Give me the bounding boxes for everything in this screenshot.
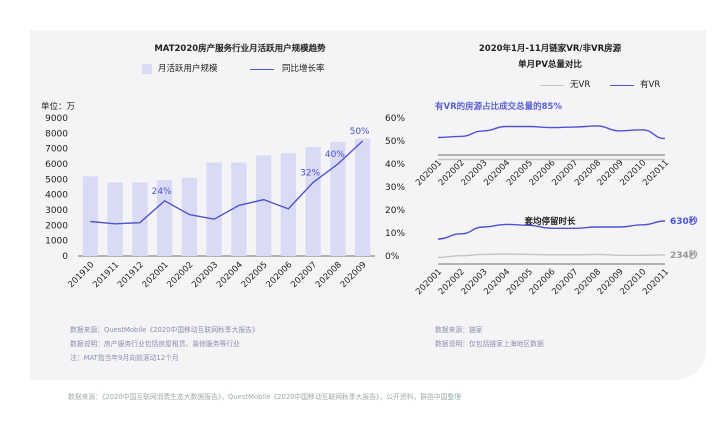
left-note-3: 注：MAT指当年9月向前滚动12个月	[70, 354, 179, 362]
charts-svg: 0 1000 2000 3000 4000 5000 6000 7000 8000 9000 0% 1…	[45, 114, 698, 297]
legend-line-label: 同比增长率	[282, 64, 325, 74]
left-chart: 0 1000 2000 3000 4000 5000 6000 7000 8000 9000 0% 1…	[45, 114, 405, 290]
growth-data-label: 50%	[350, 127, 370, 137]
novr-line	[437, 253, 666, 259]
mau-bar	[82, 176, 99, 256]
x-tick-label: 202002	[165, 260, 195, 290]
x-tick-label: 202009	[339, 260, 369, 290]
left-y-tick: 2000	[45, 221, 68, 231]
left-note-1: 数据来源：QuestMobile《2020中国移动互联网秋季大报告》	[70, 326, 259, 334]
mau-bar	[255, 155, 272, 256]
left-y-tick: 3000	[45, 206, 68, 216]
growth-rate-line	[90, 140, 364, 225]
card-panel: MAT2020房产服务行业月活跃用户规模趋势 月活跃用户规模 同比增长率 单位：…	[30, 30, 706, 380]
left-y-tick: 4000	[45, 191, 68, 201]
left-y-tick: 5000	[45, 175, 68, 185]
mau-bar	[280, 153, 297, 256]
x-tick-label: 202003	[190, 260, 220, 290]
legend-vr-label: 有VR	[640, 80, 661, 90]
right-y-tick: 30%	[385, 183, 405, 193]
legend-line-swatch	[250, 69, 274, 70]
left-y-tick: 9000	[45, 114, 68, 124]
left-y-tick: 8000	[45, 129, 68, 139]
mau-bar	[231, 162, 247, 256]
right-y-tick: 40%	[385, 160, 405, 170]
dwell-chart: 2020012020022020032020042020052020062020…	[414, 215, 698, 297]
left-y-tick: 0	[62, 252, 68, 262]
right-y-tick: 20%	[385, 206, 405, 216]
x-tick-label: 202008	[314, 260, 344, 290]
mau-bar	[107, 182, 123, 256]
right-y-tick: 0%	[385, 252, 400, 262]
left-chart-title: MAT2020房产服务行业月活跃用户规模趋势	[154, 44, 326, 54]
right-note-2: 数据说明：仅包括链家上海地区数据	[435, 340, 544, 348]
unit-label: 单位：万	[41, 102, 76, 112]
right-legend: 无VR 有VR	[540, 78, 700, 92]
dwell-time-title: 套均停留时长	[524, 217, 576, 227]
mau-bar	[181, 177, 198, 256]
right-note-1: 数据来源：链家	[435, 326, 483, 334]
legend-bar-label: 月活跃用户规模	[158, 64, 218, 74]
pv-chart: 2020012020022020032020042020052020062020…	[414, 125, 671, 188]
mau-bar	[354, 138, 371, 256]
growth-data-label: 24%	[152, 187, 172, 197]
growth-data-label: 40%	[325, 150, 345, 160]
left-y-tick: 1000	[45, 237, 68, 247]
x-tick-label: 202005	[240, 260, 270, 290]
right-y-tick: 10%	[385, 229, 405, 239]
mau-bar	[206, 162, 222, 256]
legend-bar-swatch	[142, 64, 152, 74]
mau-bar	[330, 141, 346, 256]
mau-bar	[132, 182, 148, 256]
footer-source: 数据来源：《2020中国互联网消费生态大数据报告》，QuestMobile《20…	[68, 393, 461, 401]
right-chart-title-line1: 2020年1月-11月链家VR/非VR房源	[478, 44, 622, 54]
x-tick-label: 202007	[289, 260, 319, 290]
left-note-2: 数据说明：房产服务行业包括房屋租赁、装修服务等行业	[70, 340, 240, 348]
left-legend: 月活跃用户规模 同比增长率	[142, 62, 382, 76]
x-tick-label: 201912	[116, 260, 146, 290]
growth-data-label: 32%	[300, 168, 320, 178]
x-tick-label: 202006	[264, 260, 294, 290]
legend-vr-swatch	[610, 85, 634, 86]
left-y-tick: 7000	[45, 145, 68, 155]
mau-bar	[156, 180, 173, 256]
mau-bar	[305, 147, 321, 256]
end-value-label: 630秒	[670, 215, 698, 227]
x-tick-label: 201911	[91, 260, 121, 290]
x-tick-label: 202004	[215, 260, 245, 290]
x-tick-label: 201910	[66, 260, 96, 290]
vr-line	[437, 125, 666, 140]
right-chart-title-line2: 单月PV总量对比	[518, 60, 582, 70]
right-y-tick: 50%	[385, 137, 405, 147]
x-tick-label: 202001	[141, 260, 171, 290]
vr-line	[437, 220, 666, 240]
right-y-tick: 60%	[385, 114, 405, 124]
end-value-label: 234秒	[670, 249, 698, 261]
left-y-tick: 6000	[45, 160, 68, 170]
legend-novr-swatch	[540, 85, 564, 86]
vr-highlight-note: 有VR的房源占比成交总量的85%	[435, 102, 562, 112]
legend-novr-label: 无VR	[570, 80, 591, 90]
